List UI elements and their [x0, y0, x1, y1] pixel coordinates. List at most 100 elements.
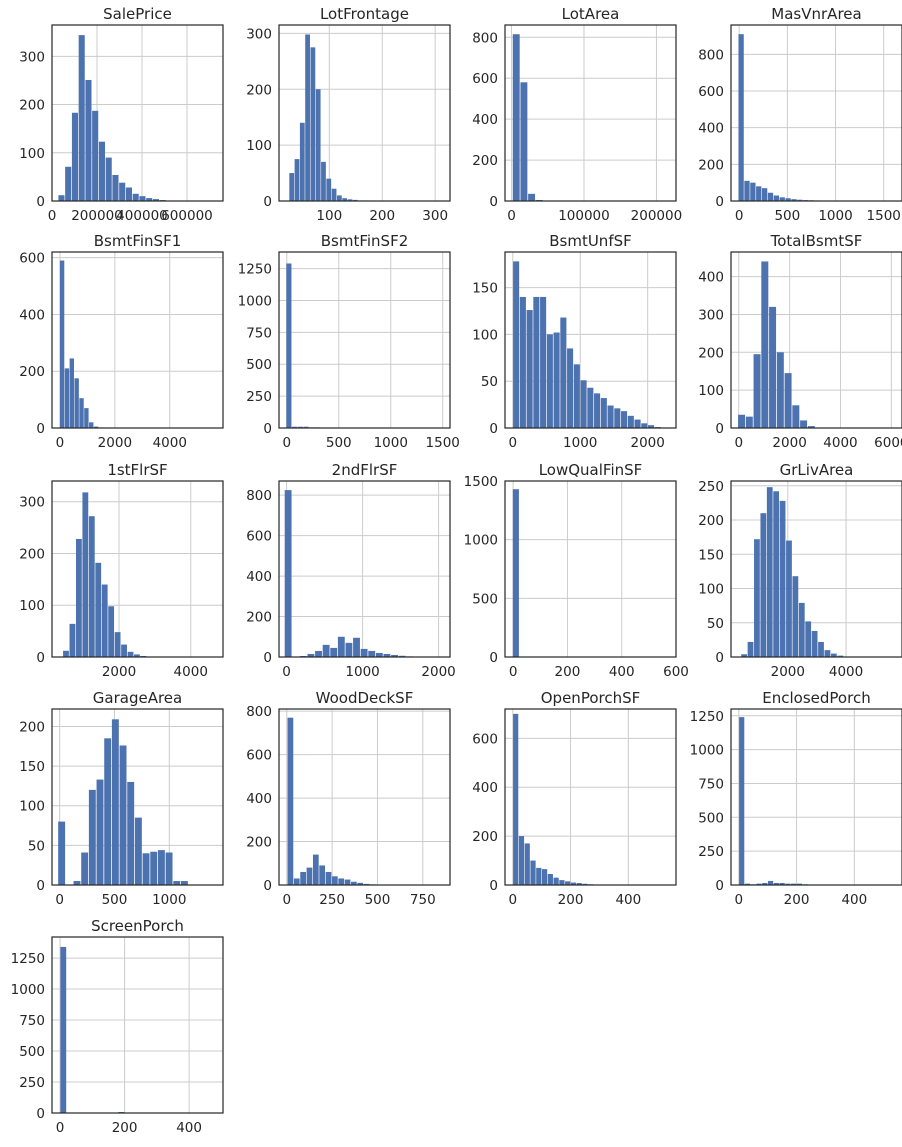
y-tick-label: 100 [19, 146, 45, 162]
bar [738, 34, 743, 201]
y-tick-label: 1000 [464, 533, 498, 549]
x-tick-label: 0 [509, 892, 518, 908]
y-tick-label: 250 [19, 1075, 45, 1091]
bar [608, 406, 614, 428]
bar [65, 167, 71, 201]
y-tick-label: 1000 [238, 293, 272, 309]
bar [286, 263, 291, 428]
y-tick-label: 100 [472, 327, 498, 343]
bar [587, 388, 593, 428]
bar [104, 738, 111, 885]
x-tick-label: 1000 [374, 435, 408, 451]
x-tick-label: 2000 [771, 664, 805, 680]
y-tick-label: 200 [698, 157, 724, 173]
bar [79, 398, 83, 428]
bar [773, 491, 779, 657]
bar [536, 868, 541, 885]
y-tick-label: 0 [489, 878, 498, 894]
x-tick-label: 500 [326, 435, 352, 451]
chart-title: SalePrice [103, 5, 172, 23]
y-tick-label: 200 [246, 610, 272, 626]
y-tick-label: 300 [19, 49, 45, 65]
y-tick-label: 0 [36, 421, 45, 437]
y-tick-label: 750 [698, 776, 724, 792]
y-tick-label: 0 [263, 878, 272, 894]
bar [756, 186, 761, 201]
bar [520, 82, 527, 201]
bar [560, 318, 566, 428]
y-tick-label: 200 [472, 153, 498, 169]
x-tick-label: 4000 [823, 435, 857, 451]
bar [76, 539, 82, 657]
bar [112, 175, 118, 201]
bar [825, 650, 831, 657]
x-tick-label: 0 [735, 208, 744, 224]
bar [300, 872, 306, 885]
y-tick-label: 1500 [464, 474, 498, 490]
axes-frame [279, 481, 450, 657]
x-tick-label: 500 [365, 892, 391, 908]
y-tick-label: 0 [263, 650, 272, 666]
x-tick-label: 200 [558, 892, 584, 908]
y-tick-label: 50 [707, 616, 724, 632]
chart-title: OpenPorchSF [541, 689, 641, 707]
y-tick-label: 0 [715, 650, 724, 666]
x-tick-label: 2000 [102, 664, 136, 680]
bar [60, 261, 64, 428]
y-tick-label: 250 [698, 479, 724, 495]
bar [750, 183, 755, 201]
bar [70, 624, 76, 657]
bar [528, 194, 535, 201]
bar [542, 869, 547, 885]
y-tick-label: 100 [698, 582, 724, 598]
bar [554, 333, 560, 428]
x-tick-label: 200 [112, 1120, 138, 1136]
x-tick-label: 0 [508, 435, 517, 451]
bar [150, 852, 157, 885]
x-tick-label: 1000 [818, 208, 852, 224]
bar [128, 652, 134, 657]
chart-title: MasVnrArea [771, 5, 861, 23]
y-tick-label: 200 [246, 835, 272, 851]
x-tick-label: 6000 [874, 435, 902, 451]
y-tick-label: 200 [698, 345, 724, 361]
y-tick-label: 800 [246, 704, 272, 720]
bar [368, 651, 375, 657]
x-tick-label: 500 [102, 892, 128, 908]
bar [376, 653, 383, 657]
bar [738, 415, 745, 428]
bar [319, 865, 325, 885]
y-tick-label: 800 [246, 488, 272, 504]
chart-title: LotFrontage [320, 5, 409, 23]
chart-title: GrLivArea [780, 461, 854, 479]
y-tick-label: 100 [246, 138, 272, 154]
bar [127, 782, 134, 885]
x-tick-label: 600 [663, 664, 689, 680]
y-tick-label: 400 [246, 791, 272, 807]
bar [345, 880, 351, 885]
chart-title: ScreenPorch [91, 917, 184, 935]
bar [99, 142, 105, 201]
chart-title: EnclosedPorch [762, 689, 870, 707]
bar [547, 334, 553, 428]
y-tick-label: 100 [19, 598, 45, 614]
bar [762, 188, 767, 201]
bar [58, 195, 64, 201]
y-tick-label: 50 [28, 838, 45, 854]
bar [805, 621, 811, 657]
y-tick-label: 400 [19, 307, 45, 323]
y-tick-label: 0 [715, 878, 724, 894]
y-tick-label: 1250 [238, 262, 272, 278]
bar [614, 408, 620, 428]
bar [635, 420, 641, 428]
bar [594, 393, 600, 428]
x-tick-label: 1000 [152, 892, 186, 908]
axes-frame [279, 709, 450, 885]
y-tick-label: 0 [36, 650, 45, 666]
bar [530, 861, 535, 885]
bar [58, 822, 65, 885]
